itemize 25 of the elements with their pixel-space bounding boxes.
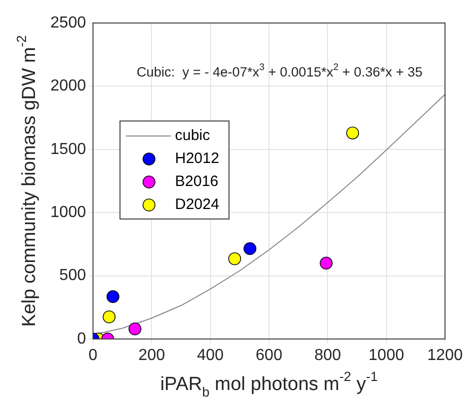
x-tick-label: 1200 [427,347,463,364]
point [320,256,333,270]
point [228,252,242,266]
x-tick-label: 1000 [368,347,404,364]
legend-label: cubic [175,127,211,144]
legend-label: H2012 [175,150,220,168]
point [106,290,120,304]
y-axis-title: Kelp community biomass gDW m-2 [14,35,40,327]
x-tick-label: 0 [88,347,98,364]
x-tick-label: 200 [138,347,166,364]
point [128,322,142,336]
y-tick-label: 0 [77,330,86,348]
x-tick-label: 800 [314,347,342,364]
legend-label: B2016 [175,173,218,190]
y-tick-label: 1500 [50,140,86,158]
y-tick-label: 1000 [50,204,86,222]
point [346,126,359,140]
y-tick-label: 2000 [50,78,86,95]
point [244,242,256,256]
y-tick-label: 500 [59,267,86,284]
legend-label: D2024 [175,196,220,214]
x-tick-label: 400 [196,347,224,364]
y-tick-label: 2500 [50,14,86,32]
x-tick-label: 600 [256,347,282,364]
point [102,310,116,324]
